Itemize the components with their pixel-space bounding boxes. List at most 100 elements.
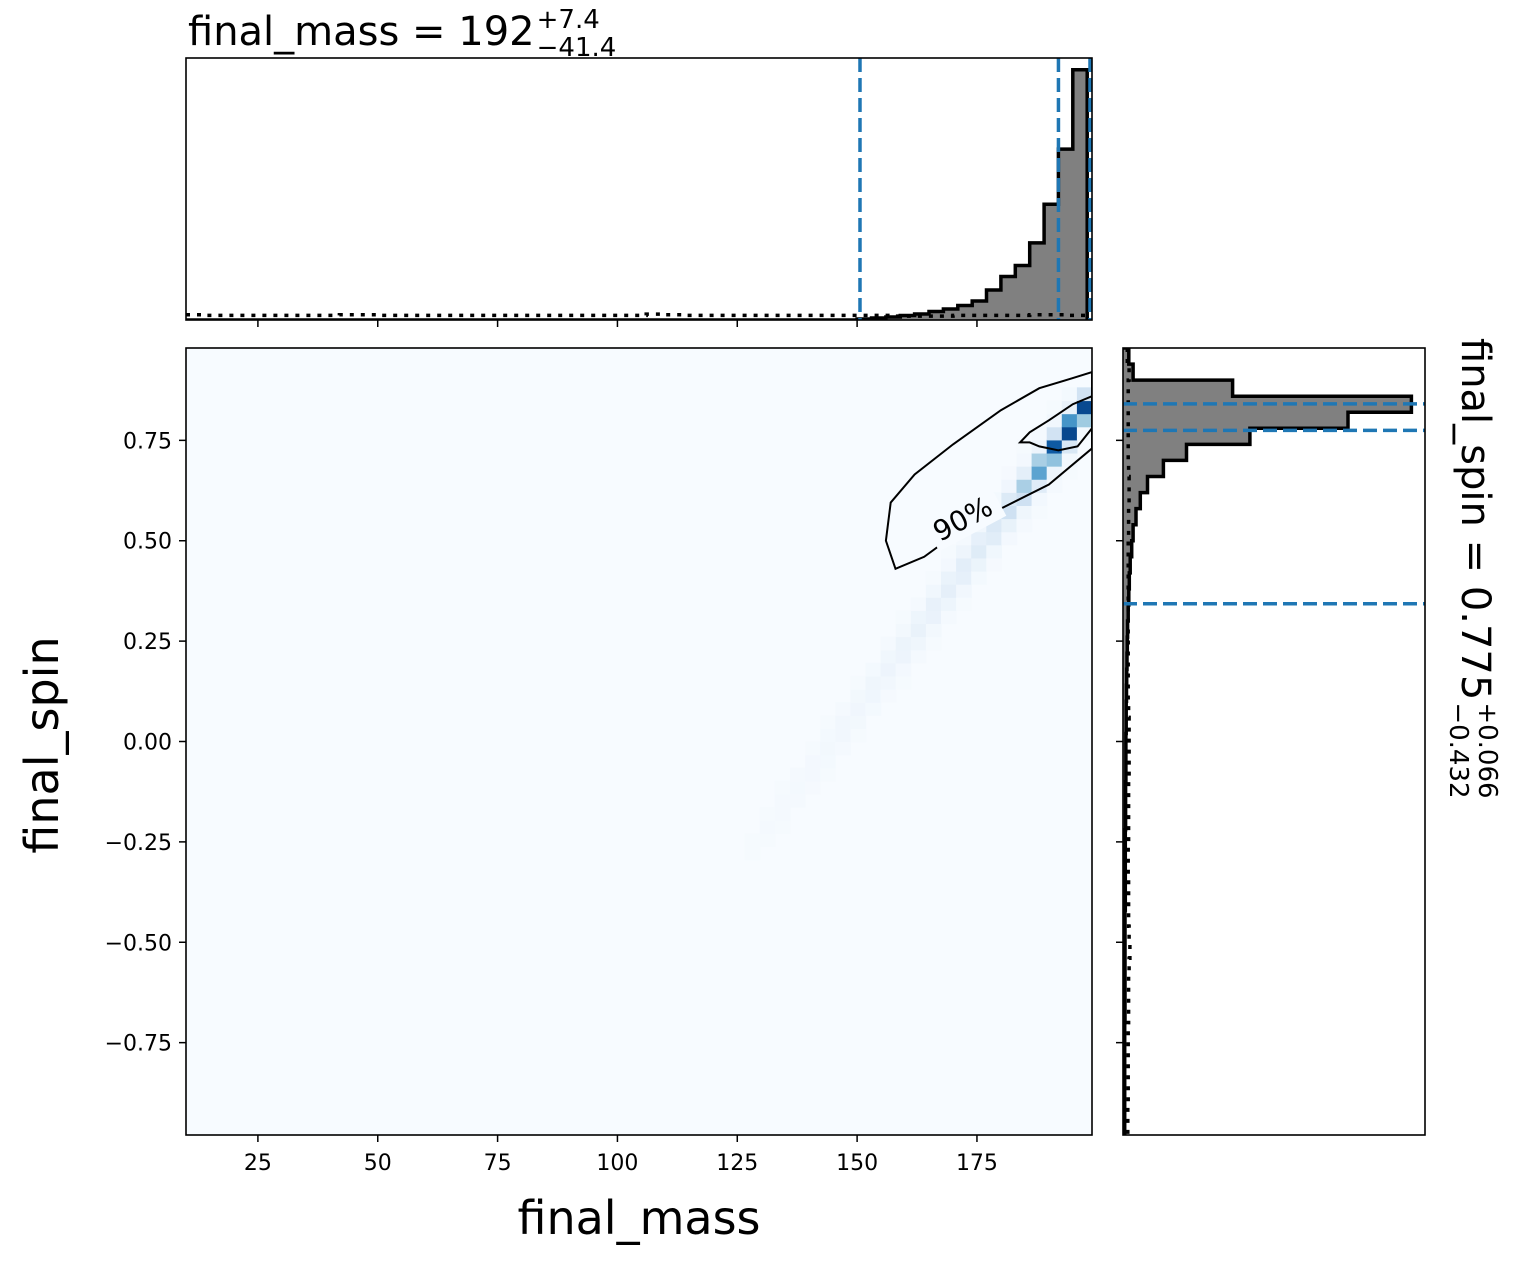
density-cell [880,675,897,690]
contour-inner [1017,395,1092,452]
right-title-plus: +0.066 [1472,702,1502,798]
density-cell [956,597,972,611]
density-cell [895,623,912,638]
density-cell [805,741,821,756]
density-cell [941,597,957,611]
contour-90 [884,371,1092,571]
right-histogram-panel [1116,347,1426,1136]
density-cell [1031,452,1048,467]
right-title: final_spin = 0.775 +0.066 −0.432 [1443,338,1502,799]
joint-density-panel: 90%25 50 75 100 125 150 1750.750.500.250.00−0.… [105,347,1093,1176]
density-cell [895,662,912,677]
spin-prior-outline [1125,348,1132,1135]
density-cell [865,675,882,690]
x-axis-label: final_mass [517,1191,760,1245]
density-cell [971,544,987,559]
density-cell [1076,413,1092,428]
density-cell [744,846,761,861]
density-cell [850,702,867,716]
density-cell [835,728,851,743]
density-cell [820,767,836,782]
density-cell [941,610,957,625]
density-cell [1061,452,1078,467]
density-cell [1016,452,1033,467]
density-cell [1046,439,1063,454]
density-cell [744,833,761,848]
density-cell [1031,505,1048,520]
density-cell [1061,439,1078,454]
density-cell [835,715,851,729]
density-cell [774,820,791,834]
top-hist-group [186,58,1092,320]
y-tick-label: 0.00 [123,731,172,756]
density-cell [1031,492,1048,506]
density-cell [910,610,927,625]
density-cell [956,570,972,585]
density-cell [880,662,897,677]
density-cell [865,689,882,703]
density-cell [925,584,942,598]
density-cell [1046,479,1063,493]
density-cell [925,623,942,638]
density-cell [820,728,836,743]
y-tick-label: −0.25 [105,831,172,856]
density-cell [895,610,912,625]
density-cell [850,728,867,743]
density-cell [774,793,791,808]
density-cell [880,649,897,664]
density-cell [1046,466,1063,480]
mass-posterior-outline [186,68,1092,320]
density-cell [865,662,882,677]
density-cell [759,833,776,848]
density-cell [790,780,806,795]
density-cells [744,387,1092,861]
mass-prior-outline [186,312,1088,318]
x-tick-label: 25 [244,1151,272,1176]
right-hist-group [1123,348,1425,1135]
density-cell [880,689,897,703]
density-cell [759,820,776,834]
density-cell [910,649,927,664]
density-cell [1046,413,1063,428]
density-cell [1016,505,1033,520]
density-cell [971,557,987,572]
x-tick-label: 125 [716,1151,758,1176]
density-cell [759,807,776,821]
y-tick-label: −0.50 [105,931,172,956]
spin-posterior-fill [1123,348,1412,1135]
density-cell [880,636,897,651]
top-histogram-panel [185,57,1093,327]
density-cell [910,623,927,638]
density-cell [1076,400,1092,415]
contour-label-bg [920,480,1007,552]
density-cell [1046,400,1063,415]
density-cell [895,675,912,690]
density-cell [774,780,791,795]
density-cell [850,675,867,690]
density-cell [971,531,987,546]
density-cell [1001,531,1018,546]
density-cell [910,597,927,611]
density-cell [956,544,972,559]
density-cell [865,702,882,716]
y-tick-label: −0.75 [105,1032,172,1057]
density-cell [956,557,972,572]
density-cell [835,741,851,756]
density-cell [1016,479,1033,493]
density-cell [925,610,942,625]
top-title-plus: +7.4 [537,5,600,35]
density-cell [986,557,1002,572]
x-tick-label: 100 [596,1151,638,1176]
density-cell [790,767,806,782]
density-cell [1001,518,1018,533]
density-cell [941,570,957,585]
density-cell [805,754,821,769]
density-cell [820,715,836,729]
density-cell [941,557,957,572]
density-cell [1031,426,1048,441]
density-cell [850,689,867,703]
density-cell [1046,426,1063,441]
density-cell [805,780,821,795]
density-cell [895,649,912,664]
